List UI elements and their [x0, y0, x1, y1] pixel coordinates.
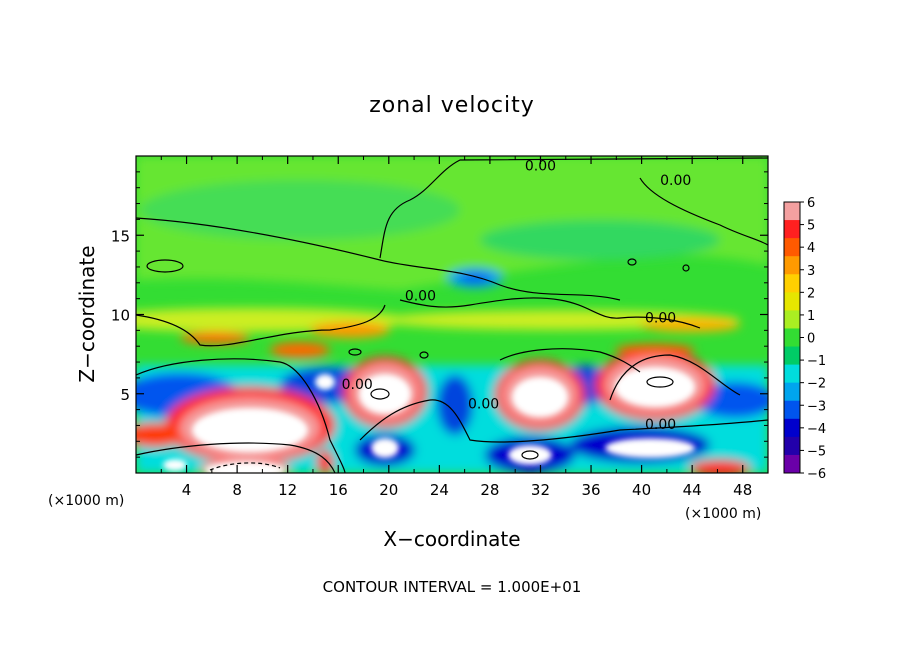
colorbar-swatch [784, 418, 800, 438]
colorbar-swatch [784, 382, 800, 402]
x-tick-label: 48 [733, 481, 752, 499]
x-unit-right: (×1000 m) [685, 506, 761, 522]
colorbar-swatch [784, 364, 800, 384]
colorbar-tick-label: −2 [807, 377, 826, 392]
x-unit-left: (×1000 m) [48, 493, 124, 509]
y-axis: 5 10 15 [111, 171, 768, 458]
colorbar-tick-label: 1 [807, 309, 815, 324]
contour-label: 0.00 [405, 288, 436, 304]
x-tick-label: 28 [480, 481, 499, 499]
contour-label: 0.00 [468, 396, 499, 412]
contour-label: 0.00 [660, 173, 691, 189]
y-tick-label: 15 [111, 227, 130, 245]
colorbar-swatch [784, 328, 800, 348]
contour-label: 0.00 [645, 311, 676, 327]
colorbar-tick-label: −4 [807, 422, 826, 437]
x-tick-label: 16 [329, 481, 348, 499]
colorbar: 6 5 4 3 2 1 0 −1 −2 −3 −4 −5 −6 [783, 196, 826, 482]
contour-label: 0.00 [525, 159, 556, 175]
colorbar-swatch [784, 256, 800, 275]
chart-title: zonal velocity [369, 93, 535, 118]
colorbar-swatch [784, 238, 800, 257]
contour-label: 0.00 [645, 417, 676, 433]
x-tick-label: 8 [232, 481, 242, 499]
x-tick-label: 44 [683, 481, 702, 499]
x-tick-label: 12 [278, 481, 297, 499]
colorbar-tick-label: 2 [807, 286, 815, 301]
heatmap-field: 0.00 0.00 0.00 0.00 0.00 0.00 0.00 [136, 156, 768, 473]
y-tick-label: 5 [120, 386, 130, 404]
colorbar-swatch [784, 454, 800, 474]
x-tick-label: 24 [430, 481, 449, 499]
colorbar-tick-label: 6 [807, 196, 815, 211]
colorbar-tick-label: −3 [807, 399, 826, 414]
colorbar-swatch [784, 436, 800, 456]
x-tick-label: 4 [182, 481, 192, 499]
colorbar-swatch [784, 310, 800, 329]
x-tick-label: 40 [632, 481, 651, 499]
x-axis: 4 8 12 16 20 24 28 32 36 40 44 48 [160, 156, 752, 499]
colorbar-tick-label: 5 [807, 219, 815, 234]
colorbar-swatch [784, 346, 800, 366]
colorbar-swatch [784, 220, 800, 239]
colorbar-tick-label: −1 [807, 354, 826, 369]
y-tick-label: 10 [111, 307, 130, 325]
colorbar-tick-label: −5 [807, 444, 826, 459]
colorbar-tick-label: 0 [807, 332, 815, 347]
x-tick-label: 32 [531, 481, 550, 499]
x-tick-label: 36 [581, 481, 600, 499]
colorbar-swatch [784, 274, 800, 293]
y-axis-label: Z−coordinate [75, 245, 99, 382]
contour-interval-annotation: CONTOUR INTERVAL = 1.000E+01 [323, 578, 582, 596]
x-axis-label: X−coordinate [383, 527, 520, 551]
colorbar-tick-label: 4 [807, 241, 815, 256]
contour-label: 0.00 [342, 377, 373, 393]
x-tick-label: 20 [379, 481, 398, 499]
colorbar-tick-label: 3 [807, 264, 815, 279]
colorbar-swatch [784, 202, 800, 221]
colorbar-tick-label: −6 [807, 467, 826, 482]
colorbar-swatch [784, 400, 800, 420]
colorbar-swatch [784, 292, 800, 311]
